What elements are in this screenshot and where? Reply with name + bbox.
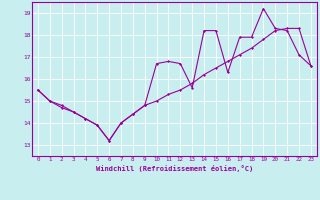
X-axis label: Windchill (Refroidissement éolien,°C): Windchill (Refroidissement éolien,°C) <box>96 165 253 172</box>
